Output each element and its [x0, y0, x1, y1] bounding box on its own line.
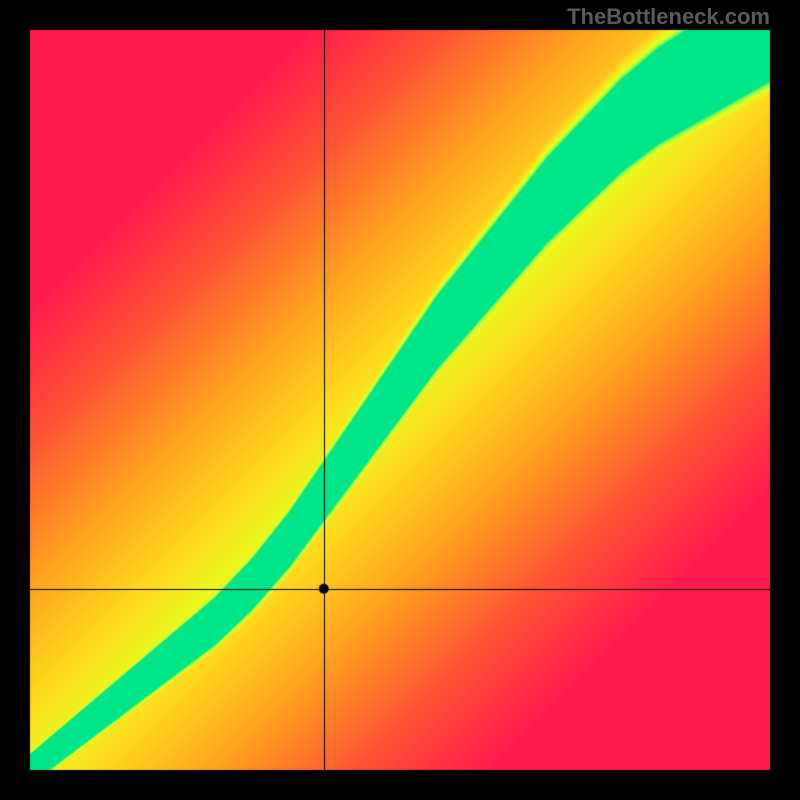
heatmap-canvas: [0, 0, 800, 800]
chart-container: TheBottleneck.com: [0, 0, 800, 800]
